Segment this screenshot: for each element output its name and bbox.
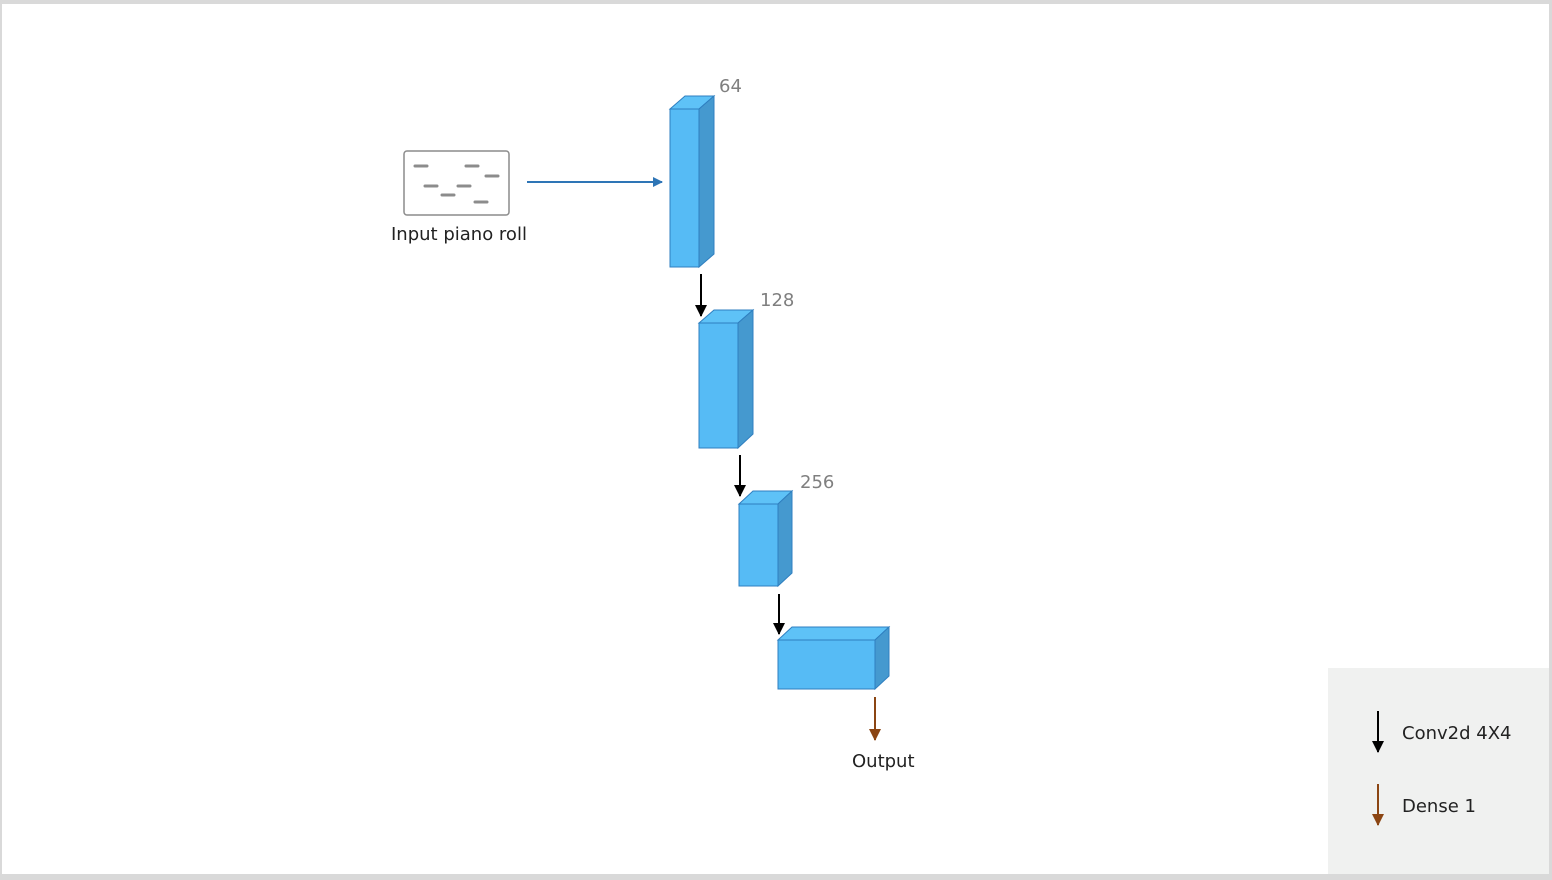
input-label: Input piano roll	[391, 224, 527, 245]
output-label: Output	[852, 751, 915, 772]
conv-block-128	[697, 308, 755, 450]
legend-arrows	[1372, 711, 1384, 826]
piano-roll-icon	[403, 150, 510, 216]
conv-block-64	[668, 94, 716, 269]
legend-dense-label: Dense 1	[1402, 796, 1476, 817]
block-128-dim-label: 128	[760, 290, 795, 311]
block-256-dim-label: 256	[800, 472, 835, 493]
block-64-dim-label: 64	[719, 76, 742, 97]
slide-canvas: Input piano roll 64 128 256 Output Conv2…	[2, 4, 1549, 874]
network-diagram	[403, 94, 891, 741]
legend-panel: Conv2d 4X4 Dense 1	[1328, 668, 1549, 874]
conv-block-final	[776, 625, 891, 691]
conv-block-256	[737, 489, 794, 588]
legend-conv-label: Conv2d 4X4	[1402, 723, 1512, 744]
